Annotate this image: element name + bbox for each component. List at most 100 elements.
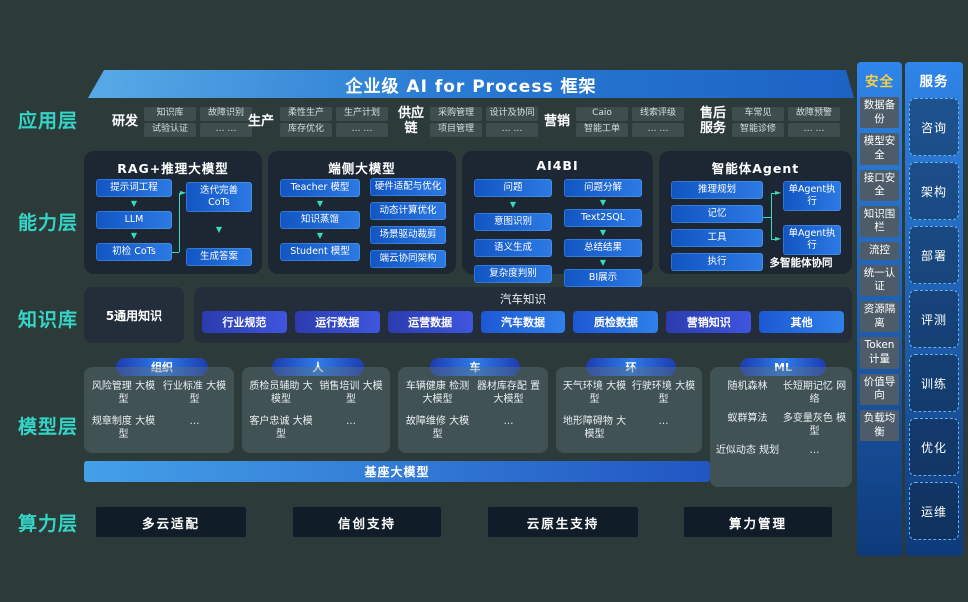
security-item: 负载均衡 [860,409,899,442]
model-box-org: 风险管理 大模型 行业标准 大模型 规章制度 大模型 … [84,367,234,453]
panel-ai4bi: AI4BI 问题 意图识别 语义生成 复杂度判别 问题分解 Text2SQL 总… [462,151,653,287]
node-scene-driven-pruning: 场景驱动裁剪 [370,225,446,244]
app-group-rnd: 研发 知识库 试验认证 故障识别 … … [110,103,252,141]
knowledge-pill: 营销知识 [666,311,752,333]
node-initial-cots: 初检 CoTs [96,242,172,261]
knowledge-pill: 行业规范 [202,311,287,333]
security-item: 接口安全 [860,169,899,201]
panel-title: RAG+推理大模型 [117,161,229,176]
node-hw-adaptation: 硬件适配与优化 [370,178,446,196]
node-dynamic-compute-opt: 动态计算优化 [370,201,446,220]
connector-line [771,193,777,194]
node-single-agent-exec-2: 单Agent执行 [783,224,841,255]
knowledge-pill: 汽车数据 [480,311,566,333]
security-item: Token计量 [860,337,899,369]
service-column: 服务 咨询 架构 部署 评测 训练 优化 运维 [905,62,963,556]
model-box-environment: 天气环境 大模型 行驶环境 大模型 地形障碍物 大模型 … [556,367,702,453]
node-summarize-results: 总结结果 [564,238,642,257]
compute-management: 算力管理 [683,506,833,538]
label-knowledge-layer: 知识库 [17,309,78,331]
service-item: 部署 [909,226,959,284]
knowledge-auto-box: 汽车知识 行业规范 运行数据 运营数据 汽车数据 质检数据 营销知识 其他 [194,287,852,343]
arrow-down-icon [280,200,360,208]
app-group-label: 供应链 [397,106,424,136]
label-capability-layer: 能力层 [17,212,78,234]
service-item: 架构 [909,162,959,220]
app-group-label: 售后服务 [699,106,726,136]
node-question-decompose: 问题分解 [564,179,642,197]
label-application-layer: 应用层 [17,110,78,132]
node-teacher-model: Teacher 模型 [280,179,360,197]
panel-rag-reasoning: RAG+推理大模型 提示词工程 LLM 初检 CoTs 迭代完善 CoTs 生成… [84,151,262,274]
app-cell: 柔性生产 库存优化 [280,105,332,139]
node-complexity-judge: 复杂度判别 [474,264,552,283]
model-pill-environment: 环 [586,358,676,376]
model-box-people: 质检员辅助 大模型 销售培训 大模型 客户忠诚 大模型 … [242,367,390,453]
app-cell: 线索评级 … … [632,105,684,139]
app-cell: 设计及协同 … … [486,105,538,139]
model-pill-vehicle: 车 [430,358,520,376]
arrow-down-icon [564,199,642,207]
connector-line [179,193,180,252]
model-pill-people: 人 [272,358,364,376]
node-prompt-engineering: 提示词工程 [96,179,172,197]
node-single-agent-exec-1: 单Agent执行 [783,181,841,211]
arrow-down-icon [474,201,552,209]
knowledge-pill: 运营数据 [387,311,473,333]
knowledge-pill: 质检数据 [573,311,659,333]
service-item: 评测 [909,290,959,348]
service-item: 咨询 [909,98,959,156]
node-memory: 记忆 [671,204,763,223]
banner-title: 企业级 AI for Process 框架 [88,70,854,98]
app-group-marketing: 营销 Caio 智能工单 线索评级 … … [542,103,684,141]
app-group-label: 生产 [247,113,274,129]
knowledge-pill: 其他 [759,311,845,333]
app-cell: 故障预警 … … [788,105,840,139]
app-group-label: 研发 [111,113,138,129]
arrow-down-icon [186,226,252,234]
model-pill-org: 组织 [116,358,208,376]
arrow-right-icon [775,235,781,243]
app-cell: 生产计划 … … [336,105,388,139]
security-item: 流控 [860,242,899,260]
arrow-down-icon [564,229,642,237]
node-intent-recognition: 意图识别 [474,212,552,231]
app-cell: 采购管理 项目管理 [430,105,482,139]
service-item: 运维 [909,482,959,540]
model-box-vehicle: 车辆健康 检测大模型 器材库存配 置大模型 故障维修 大模型 … [398,367,548,453]
label-model-layer: 模型层 [17,416,78,438]
connector-line [771,193,772,239]
service-item: 优化 [909,418,959,476]
node-semantic-generation: 语义生成 [474,238,552,257]
app-group-label: 营销 [543,113,570,129]
node-execution: 执行 [671,252,763,271]
arrow-down-icon [96,200,172,208]
security-item: 数据备份 [860,97,899,129]
app-group-after-sales: 售后服务 车常见 智能诊修 故障预警 … … [698,103,840,141]
knowledge-title: 汽车知识 [500,292,546,306]
node-text2sql: Text2SQL [564,208,642,227]
app-group-supply-chain: 供应链 采购管理 项目管理 设计及协同 … … [396,103,538,141]
security-item: 知识围栏 [860,205,899,238]
app-cell: 车常见 智能诊修 [732,105,784,139]
compute-cloudnative: 云原生支持 [487,506,639,538]
panel-agent: 智能体Agent 推理规划 记忆 工具 执行 单Agent执行 单Agent执行… [659,151,852,274]
compute-xinchuang: 信创支持 [292,506,442,538]
panel-title: 智能体Agent [711,161,800,176]
connector-line [763,217,771,218]
node-knowledge-distillation: 知识蒸馏 [280,210,360,229]
node-llm: LLM [96,210,172,229]
arrow-right-icon [180,189,186,197]
app-group-production: 生产 柔性生产 库存优化 生产计划 … … [246,103,388,141]
connector-line [172,252,179,253]
security-item: 资源隔离 [860,301,899,333]
compute-multicloud: 多云适配 [95,506,247,538]
node-reasoning-planning: 推理规划 [671,181,763,199]
security-item: 统一认证 [860,264,899,297]
node-student-model: Student 模型 [280,242,360,261]
node-tools: 工具 [671,228,763,247]
node-bi-display: BI展示 [564,268,642,287]
security-item: 模型安全 [860,133,899,165]
panel-title: 端侧大模型 [328,161,396,176]
